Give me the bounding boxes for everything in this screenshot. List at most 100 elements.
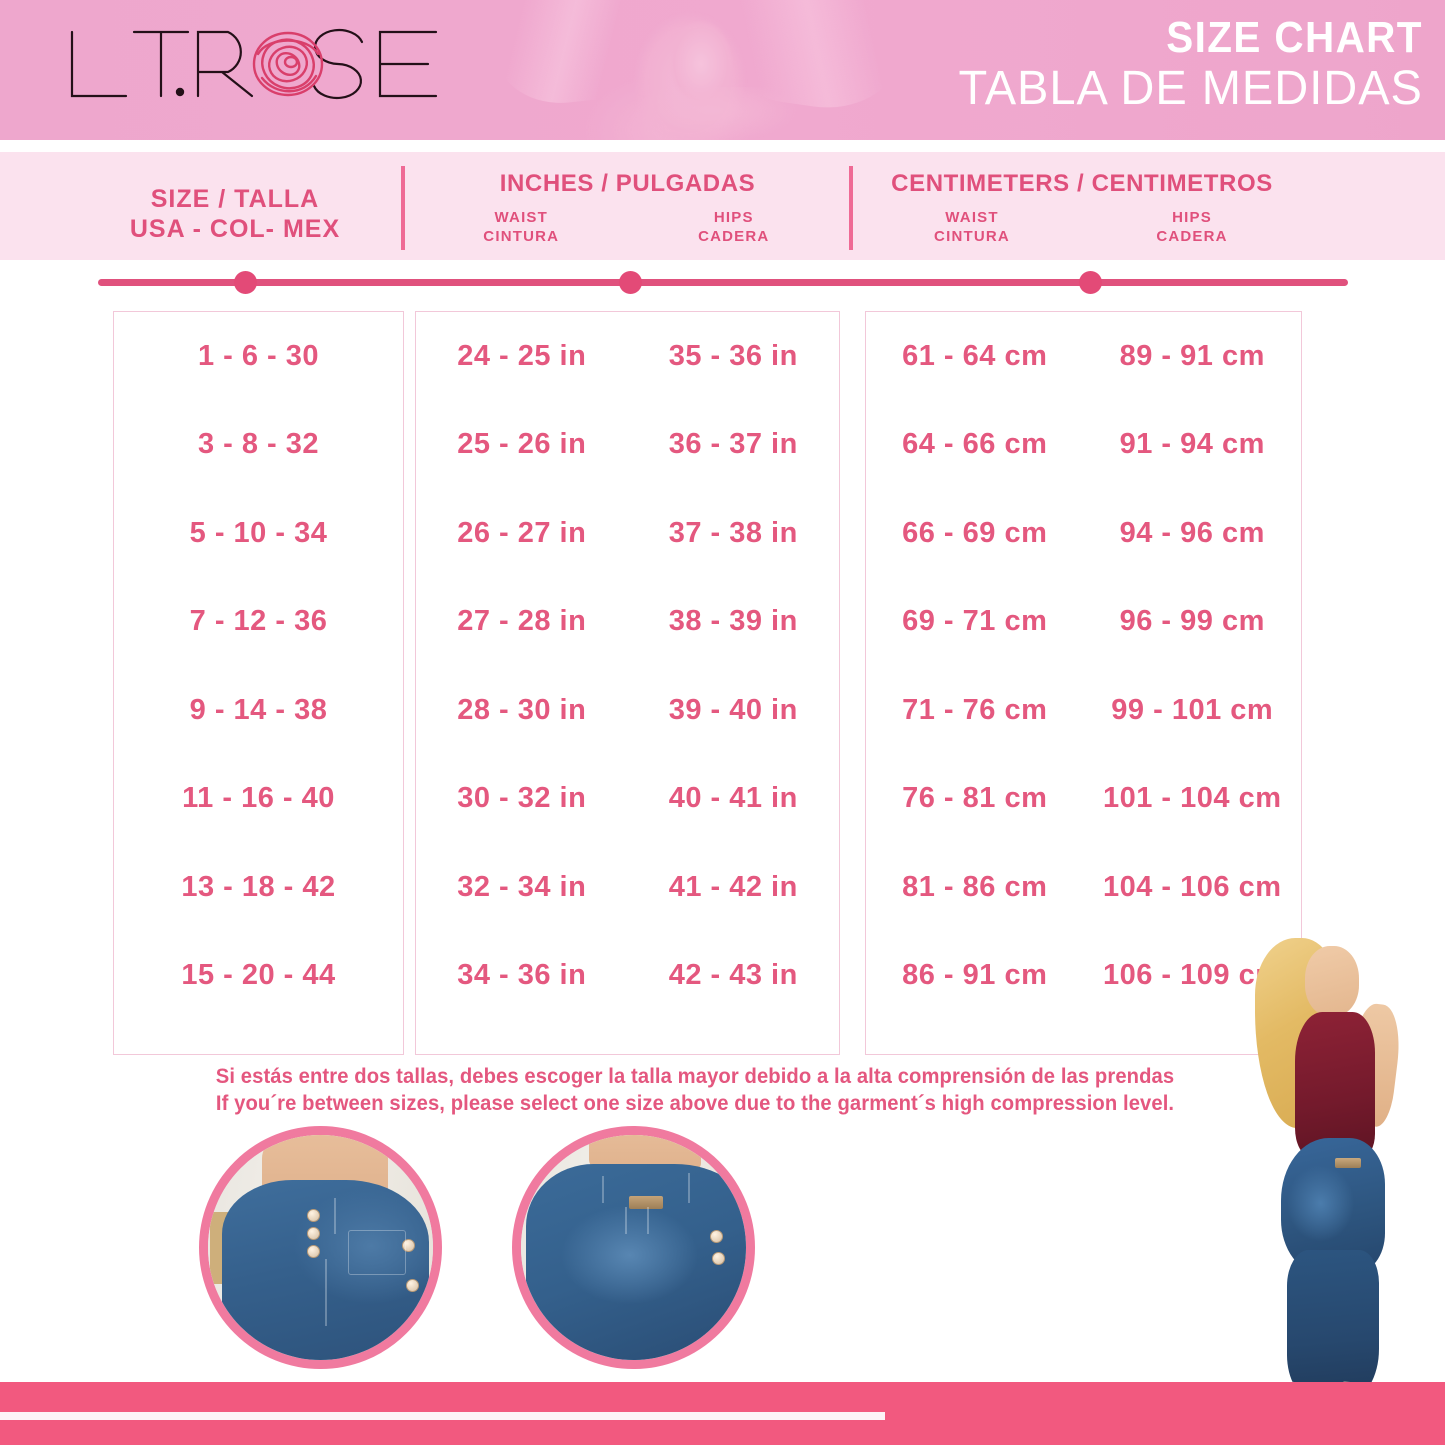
header-photo-body xyxy=(615,87,815,140)
jeans-belt-loop-1 xyxy=(602,1175,604,1203)
header-model-photo xyxy=(400,0,960,140)
jeans-back-seam-1 xyxy=(624,1207,627,1234)
table-row: 30 - 32 in 40 - 41 in xyxy=(416,755,839,844)
note-line-en: If you´re between sizes, please select o… xyxy=(215,1091,1175,1115)
column-header-centimeters: CENTIMETERS / CENTIMETROS WAIST CINTURA … xyxy=(862,152,1302,260)
table-row: 1 - 6 - 30 xyxy=(114,312,403,401)
table-row: 28 - 30 in 39 - 40 in xyxy=(416,666,839,755)
divider-dot-1 xyxy=(234,271,257,294)
model-top xyxy=(1295,1012,1375,1157)
jeans-brand-tag xyxy=(629,1195,663,1209)
jeans-back-rivet-2 xyxy=(712,1252,726,1265)
table-row: 61 - 64 cm 89 - 91 cm xyxy=(866,312,1301,401)
jeans-button-1 xyxy=(307,1209,320,1223)
column-header-centimeters-subrow: WAIST CINTURA HIPS CADERA xyxy=(862,208,1302,246)
column-header-cm-waist: WAIST CINTURA xyxy=(862,208,1082,246)
table-row: 27 - 28 in 38 - 39 in xyxy=(416,578,839,667)
jeans-seam-loop xyxy=(334,1198,336,1234)
table-cell-waist-in: 28 - 30 in xyxy=(457,693,587,726)
column-divider-1 xyxy=(401,166,405,250)
table-row: 32 - 34 in 41 - 42 in xyxy=(416,843,839,932)
table-row: 86 - 91 cm 106 - 109 cm xyxy=(866,932,1301,1021)
page-title-en: SIZE CHART xyxy=(1166,13,1423,62)
product-photo-front-inner xyxy=(208,1135,433,1360)
label-cm-waist-en: WAIST xyxy=(945,209,999,226)
table-row: 81 - 86 cm 104 - 106 cm xyxy=(866,843,1301,932)
table-cell-size: 3 - 8 - 32 xyxy=(197,428,320,461)
table-cell-hips-in: 36 - 37 in xyxy=(668,428,798,461)
table-row: 76 - 81 cm 101 - 104 cm xyxy=(866,755,1301,844)
table-cell-hips-in: 39 - 40 in xyxy=(668,693,798,726)
column-header-inches-hips: HIPS CADERA xyxy=(628,208,841,246)
table-cell-hips-cm: 94 - 96 cm xyxy=(1119,516,1265,549)
jeans-back-seam-2 xyxy=(647,1207,649,1234)
table-row: 3 - 8 - 32 xyxy=(114,401,403,490)
table-size-column: 1 - 6 - 30 3 - 8 - 32 5 - 10 - 34 7 - 12 - … xyxy=(113,311,404,1055)
jeans-rivet-1 xyxy=(401,1238,415,1252)
table-cell-waist-in: 27 - 28 in xyxy=(457,605,587,638)
column-divider-2 xyxy=(849,166,853,250)
page-header: SIZE CHART TABLA DE MEDIDAS xyxy=(0,0,1445,140)
table-row: 64 - 66 cm 91 - 94 cm xyxy=(866,401,1301,490)
page-title-block: SIZE CHART TABLA DE MEDIDAS xyxy=(949,14,1423,116)
column-header-size-line1: SIZE / TALLA xyxy=(150,185,320,213)
product-photo-front xyxy=(199,1126,442,1369)
table-row: 15 - 20 - 44 xyxy=(114,932,403,1021)
column-header-band: SIZE / TALLA USA - COL- MEX INCHES / PUL… xyxy=(0,152,1445,260)
column-header-size-line2: USA - COL- MEX xyxy=(129,215,341,243)
table-cell-waist-cm: 81 - 86 cm xyxy=(902,870,1048,903)
table-row: 34 - 36 in 42 - 43 in xyxy=(416,932,839,1021)
column-header-centimeters-title: CENTIMETERS / CENTIMETROS xyxy=(891,170,1273,197)
table-cell-hips-cm: 89 - 91 cm xyxy=(1119,339,1265,372)
table-cell-waist-cm: 69 - 71 cm xyxy=(902,605,1048,638)
table-row: 24 - 25 in 35 - 36 in xyxy=(416,312,839,401)
label-hips-en: HIPS xyxy=(713,209,754,226)
table-cell-waist-in: 24 - 25 in xyxy=(457,339,587,372)
table-cell-hips-in: 41 - 42 in xyxy=(668,870,798,903)
table-row: 26 - 27 in 37 - 38 in xyxy=(416,489,839,578)
photo-jeans-front xyxy=(221,1180,429,1360)
table-row: 71 - 76 cm 99 - 101 cm xyxy=(866,666,1301,755)
brand-logo xyxy=(62,24,442,114)
table-cell-waist-in: 32 - 34 in xyxy=(457,870,587,903)
table-cell-hips-in: 35 - 36 in xyxy=(668,339,798,372)
table-cell-hips-in: 40 - 41 in xyxy=(668,782,798,815)
table-cell-hips-cm: 104 - 106 cm xyxy=(1102,870,1282,903)
column-header-inches: INCHES / PULGADAS WAIST CINTURA HIPS CAD… xyxy=(415,152,840,260)
section-divider-rule xyxy=(98,279,1348,286)
table-row: 66 - 69 cm 94 - 96 cm xyxy=(866,489,1301,578)
table-cell-hips-cm: 91 - 94 cm xyxy=(1119,428,1265,461)
divider-dot-2 xyxy=(619,271,642,294)
table-cell-waist-cm: 86 - 91 cm xyxy=(902,959,1048,992)
column-header-inches-waist: WAIST CINTURA xyxy=(415,208,628,246)
table-cell-hips-cm: 101 - 104 cm xyxy=(1102,782,1282,815)
label-cm-waist-es: CINTURA xyxy=(934,228,1010,245)
column-header-size: SIZE / TALLA USA - COL- MEX xyxy=(80,184,390,292)
table-row: 69 - 71 cm 96 - 99 cm xyxy=(866,578,1301,667)
model-head xyxy=(1305,946,1359,1016)
jeans-seam-front xyxy=(325,1258,327,1327)
model-jeans-legs xyxy=(1287,1250,1379,1400)
table-row: 9 - 14 - 38 xyxy=(114,666,403,755)
note-line-es: Si estás entre dos tallas, debes escoger… xyxy=(215,1064,1175,1088)
table-inches-column: 24 - 25 in 35 - 36 in 25 - 26 in 36 - 37 in… xyxy=(415,311,840,1055)
table-cell-size: 15 - 20 - 44 xyxy=(181,959,336,992)
table-cell-hips-in: 37 - 38 in xyxy=(668,516,798,549)
table-cell-size: 5 - 10 - 34 xyxy=(189,516,328,549)
table-row: 13 - 18 - 42 xyxy=(114,843,403,932)
label-cm-hips-es: CADERA xyxy=(1156,228,1228,245)
table-cell-size: 13 - 18 - 42 xyxy=(181,870,336,903)
table-cell-hips-cm: 96 - 99 cm xyxy=(1119,605,1265,638)
jeans-button-3 xyxy=(307,1245,320,1259)
divider-dot-3 xyxy=(1079,271,1102,294)
model-jeans-tag xyxy=(1335,1158,1361,1168)
size-advice-note: Si estás entre dos tallas, debes escoger… xyxy=(0,1063,1390,1117)
jeans-rivet-2 xyxy=(406,1279,419,1292)
page-title-es: TABLA DE MEDIDAS xyxy=(958,62,1423,115)
label-hips-es: CADERA xyxy=(698,228,770,245)
label-cm-hips-en: HIPS xyxy=(1172,209,1212,226)
column-header-inches-title: INCHES / PULGADAS xyxy=(499,170,756,197)
table-cell-hips-in: 38 - 39 in xyxy=(668,605,798,638)
table-cell-hips-in: 42 - 43 in xyxy=(668,959,798,992)
label-waist-es: CINTURA xyxy=(483,228,560,245)
